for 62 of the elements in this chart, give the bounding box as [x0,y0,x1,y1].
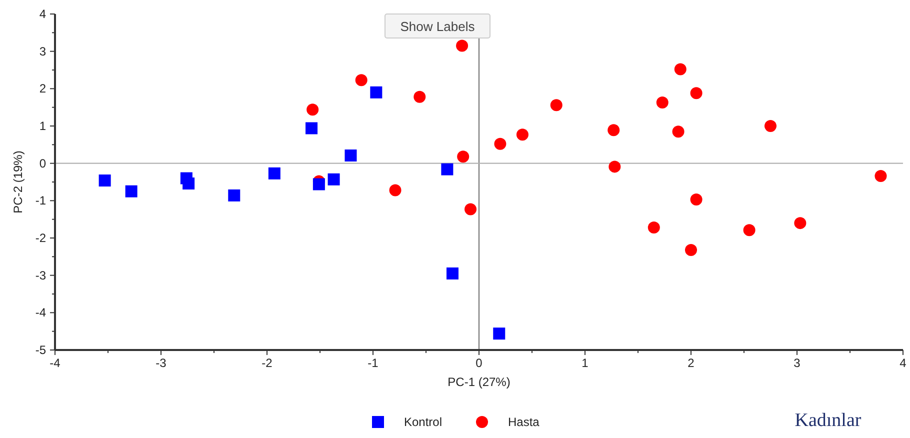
point [389,184,402,196]
y-axis-title: PC-2 (19%) [11,150,25,214]
x-tick-label: 1 [582,356,589,370]
point [648,222,660,234]
annotation: Show Labels [400,19,476,34]
x-axis-title: PC-1 (27%) [448,375,510,389]
point [344,149,357,162]
point [355,74,368,86]
show-labels-button: Show Labels [384,14,490,38]
point [493,328,506,340]
point [608,124,620,136]
point [414,90,426,103]
point [743,224,756,236]
y-tick-label: -5 [35,343,46,357]
y-tick-label: -4 [35,306,46,320]
y-tick-label: 4 [39,7,46,21]
x-tick-label: -3 [156,356,167,370]
point [764,120,776,132]
x-tick-label: 0 [476,356,483,370]
point [674,63,686,76]
point [228,189,240,202]
point [690,87,702,100]
point [182,177,195,190]
point [268,167,280,180]
y-tick-label: 2 [39,82,46,96]
point [550,99,562,112]
point [685,244,697,256]
point [441,163,454,176]
legend-label: Kontrol [404,415,442,429]
point [457,150,470,163]
x-tick-label: 4 [900,356,907,370]
point [456,40,468,52]
point [608,160,621,173]
point [464,203,477,216]
x-tick-label: -1 [368,356,379,370]
y-tick-label: 0 [39,156,46,170]
point [794,217,806,230]
y-tick-label: -3 [35,268,46,282]
point [516,128,528,141]
x-tick-label: -2 [262,356,273,370]
y-tick-label: -1 [35,194,46,208]
x-tick-label: 2 [688,356,695,370]
y-tick-label: 1 [39,119,46,133]
y-tick-label: 3 [39,44,46,58]
point [125,185,138,198]
point [690,194,702,206]
point [328,173,340,186]
point [656,96,668,108]
point [312,178,325,190]
point [306,122,318,134]
legend-label: Hasta [508,415,540,429]
point [494,138,506,150]
point [306,104,319,116]
point [874,170,887,182]
point [672,126,684,138]
x-tick-label: 3 [794,356,801,370]
text: Kadınlar [794,410,862,431]
x-tick-label: -4 [50,356,61,370]
point [98,174,111,187]
point [446,267,458,280]
y-tick-label: -2 [35,231,46,245]
point [370,86,382,98]
